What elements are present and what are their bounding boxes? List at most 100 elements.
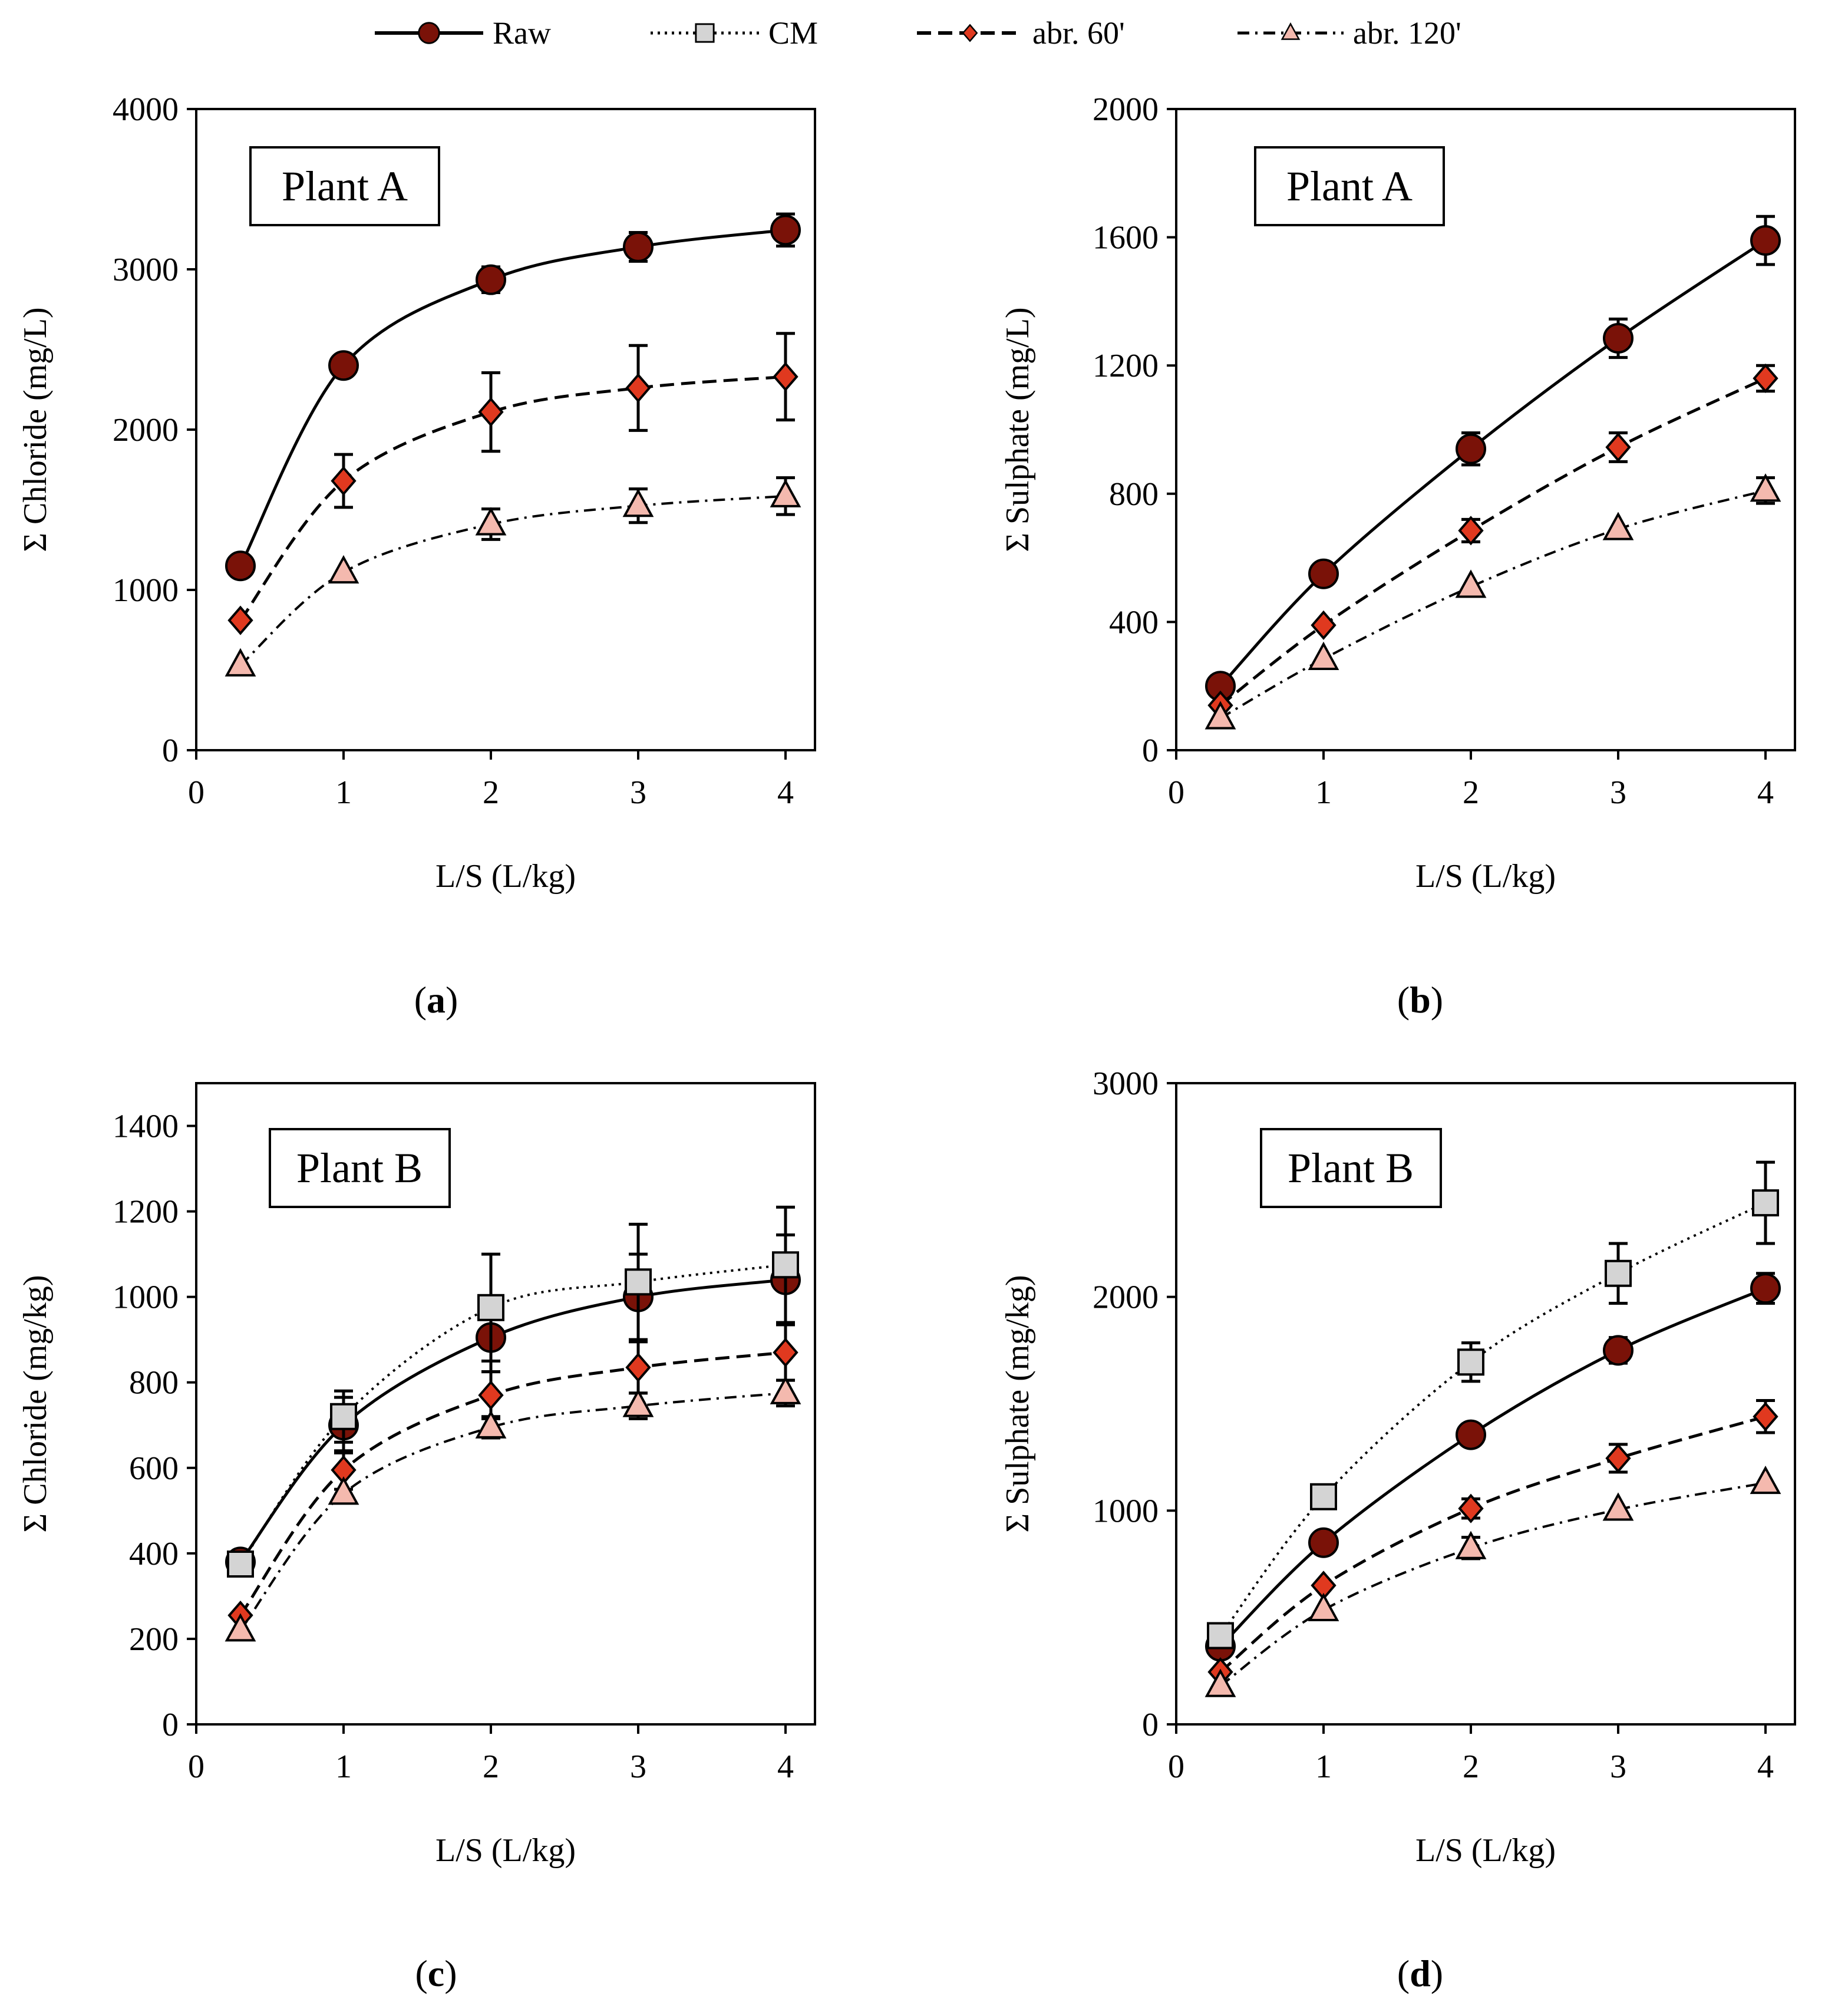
data-point-raw <box>328 350 359 381</box>
series-line-abr-60 <box>1219 377 1767 707</box>
data-point-abr-120 <box>1602 512 1634 540</box>
data-point-cm <box>1310 1483 1337 1510</box>
data-point-abr-120 <box>1455 569 1487 598</box>
series-line-abr-120 <box>1220 489 1766 720</box>
legend-entry-raw: Raw <box>375 15 551 51</box>
y-axis-label: Σ Chloride (mg/kg) <box>17 1275 54 1533</box>
data-point-raw <box>225 550 256 582</box>
y-tick-label: 0 <box>1142 733 1159 769</box>
series-line-raw <box>1219 1286 1766 1648</box>
y-tick-label: 3000 <box>1093 1065 1159 1102</box>
data-point-raw <box>1456 1419 1486 1450</box>
series-line-raw <box>239 228 786 567</box>
x-tick-label: 0 <box>1168 1749 1184 1785</box>
data-point-raw <box>1603 1335 1634 1366</box>
plot-frame <box>1175 108 1796 751</box>
x-tick-label: 4 <box>777 774 794 811</box>
series-line-raw <box>239 1278 786 1563</box>
data-point-cm <box>477 1294 504 1321</box>
data-point-raw <box>1603 322 1634 354</box>
data-point-abr-60 <box>1458 1493 1484 1523</box>
x-axis-label: L/S (L/kg) <box>1415 858 1556 895</box>
series-abr-60 <box>1207 1399 1778 1687</box>
y-tick-label: 1000 <box>1093 1493 1159 1529</box>
data-point-abr-120 <box>1602 1492 1634 1521</box>
legend-marker-raw <box>418 22 440 44</box>
x-tick-label: 4 <box>1757 774 1774 811</box>
x-tick-label: 1 <box>335 1749 352 1785</box>
data-point-raw <box>1750 225 1781 256</box>
y-tick-label: 1200 <box>113 1194 179 1231</box>
data-point-cm <box>1457 1348 1484 1376</box>
legend-label-abr120: abr. 120' <box>1353 15 1461 51</box>
x-tick-label: 2 <box>1463 774 1479 811</box>
x-axis-label: L/S (L/kg) <box>435 1832 576 1869</box>
plant-label-box <box>269 1128 451 1208</box>
legend-marker-abr-60 <box>962 24 978 42</box>
legend-label-cm: CM <box>768 15 818 51</box>
data-point-abr-120 <box>622 489 654 517</box>
y-axis-label: Σ Sulphate (mg/kg) <box>999 1275 1036 1533</box>
data-point-abr-120 <box>225 1613 256 1642</box>
series-raw <box>1205 215 1781 702</box>
series-abr-120 <box>225 476 801 677</box>
y-tick-label: 200 <box>129 1621 179 1658</box>
x-tick-label: 0 <box>188 774 204 811</box>
series-line-abr-60 <box>1219 1415 1766 1674</box>
x-tick-label: 1 <box>1315 1749 1332 1785</box>
data-point-abr-120 <box>475 1410 507 1439</box>
data-point-abr-60 <box>1458 516 1484 546</box>
data-point-raw <box>1308 1527 1339 1558</box>
y-tick-label: 1400 <box>113 1109 179 1145</box>
series-line-abr-120 <box>239 1391 786 1631</box>
x-tick-label: 1 <box>335 774 352 811</box>
panel-caption: (d) <box>1397 1952 1443 1994</box>
plant-label: Plant A <box>282 163 408 210</box>
x-axis-label: L/S (L/kg) <box>1415 1832 1556 1869</box>
y-tick-label: 4000 <box>113 91 179 128</box>
data-point-abr-120 <box>1204 701 1236 730</box>
x-tick-label: 2 <box>483 774 499 811</box>
data-point-abr-60 <box>227 605 253 635</box>
y-tick-label: 600 <box>129 1450 179 1487</box>
series-line-cm <box>1219 1202 1766 1637</box>
x-tick-label: 3 <box>1610 774 1626 811</box>
legend-marker-abr-120 <box>1281 22 1301 40</box>
series-line-abr-120 <box>1219 1482 1766 1687</box>
x-tick-label: 0 <box>1168 774 1184 811</box>
series-line-abr-60 <box>239 1351 786 1617</box>
data-point-raw <box>623 231 654 262</box>
y-tick-label: 400 <box>1109 604 1159 641</box>
series-raw <box>1205 1272 1781 1662</box>
data-point-abr-60 <box>478 397 504 427</box>
data-point-abr-120 <box>770 479 801 507</box>
series-abr-60 <box>227 1323 798 1631</box>
legend-entry-abr120: abr. 120' <box>1238 15 1461 51</box>
plant-label: Plant B <box>296 1144 423 1192</box>
data-point-cm <box>1752 1189 1779 1217</box>
x-tick-label: 2 <box>483 1749 499 1785</box>
y-tick-label: 400 <box>129 1536 179 1572</box>
x-tick-label: 4 <box>777 1749 794 1785</box>
legend-label-abr60: abr. 60' <box>1032 15 1125 51</box>
y-tick-label: 1200 <box>1093 348 1159 384</box>
data-point-abr-60 <box>773 362 798 392</box>
y-tick-label: 2000 <box>113 412 179 448</box>
data-point-abr-120 <box>1308 1592 1339 1621</box>
y-tick-label: 800 <box>129 1365 179 1401</box>
data-point-abr-60 <box>1605 1443 1631 1473</box>
series-line-abr-60 <box>239 375 786 622</box>
data-point-abr-60 <box>1605 432 1631 462</box>
series-line-raw <box>1219 239 1767 687</box>
data-point-abr-60 <box>478 1380 504 1410</box>
series-raw <box>225 1233 801 1578</box>
data-point-raw <box>1750 1273 1781 1304</box>
data-point-abr-60 <box>625 373 651 403</box>
series-abr-120 <box>225 1375 801 1642</box>
data-point-abr-120 <box>1455 1530 1487 1559</box>
data-point-abr-120 <box>770 1375 801 1404</box>
data-point-raw <box>476 264 506 295</box>
data-point-cm <box>1207 1622 1234 1650</box>
y-tick-label: 800 <box>1109 476 1159 513</box>
